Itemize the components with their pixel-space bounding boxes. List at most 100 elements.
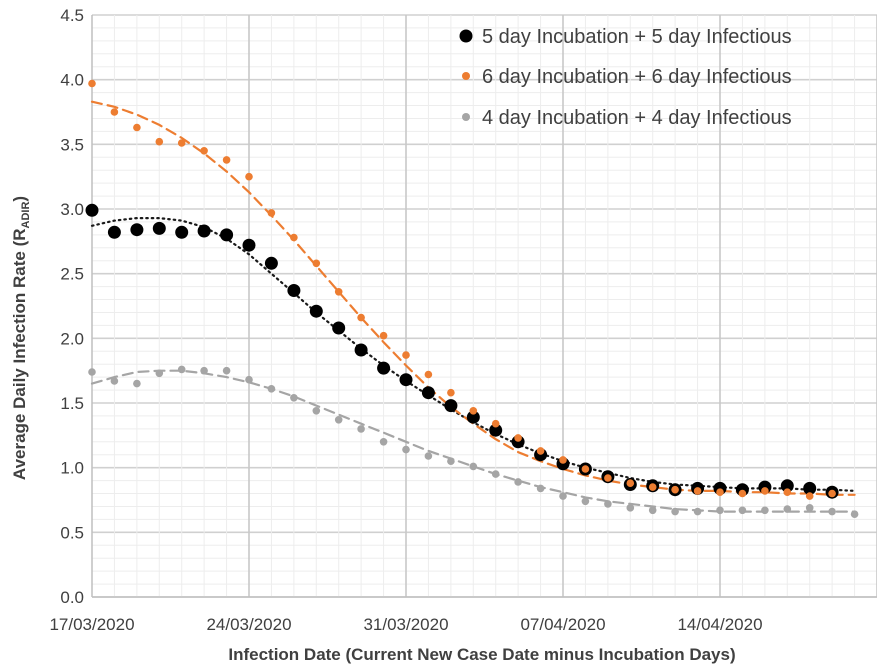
data-point bbox=[332, 321, 346, 335]
legend-marker bbox=[462, 113, 470, 121]
data-point bbox=[377, 361, 391, 375]
legend-marker bbox=[459, 29, 473, 43]
data-point bbox=[559, 492, 567, 500]
data-point bbox=[354, 343, 368, 357]
data-point bbox=[447, 457, 455, 466]
data-point bbox=[200, 147, 208, 155]
data-point bbox=[693, 487, 702, 495]
data-point bbox=[761, 487, 769, 495]
data-point bbox=[424, 370, 433, 379]
legend-label: 6 day Incubation + 6 day Infectious bbox=[482, 66, 792, 88]
data-point bbox=[581, 465, 590, 473]
data-point bbox=[379, 331, 388, 340]
data-point bbox=[130, 223, 144, 237]
legend-label: 4 day Incubation + 4 day Infectious bbox=[482, 107, 792, 129]
data-point bbox=[267, 209, 276, 217]
y-tick-label: 1.0 bbox=[60, 459, 84, 478]
data-point bbox=[334, 288, 343, 296]
data-point bbox=[626, 504, 635, 512]
y-tick-label: 2.5 bbox=[60, 265, 84, 284]
data-point bbox=[828, 489, 836, 498]
data-point bbox=[88, 79, 96, 88]
y-tick-label: 4.5 bbox=[60, 6, 84, 25]
data-point bbox=[761, 506, 769, 515]
data-point bbox=[536, 447, 545, 455]
data-point bbox=[312, 259, 321, 268]
legend: 5 day Incubation + 5 day Infectious 6 da… bbox=[459, 26, 792, 129]
data-point bbox=[604, 500, 612, 508]
data-point bbox=[805, 492, 814, 500]
data-point bbox=[155, 369, 164, 378]
data-point bbox=[469, 462, 478, 471]
data-point bbox=[309, 304, 323, 318]
data-point bbox=[693, 507, 702, 516]
data-point bbox=[780, 479, 794, 493]
data-point bbox=[424, 452, 433, 460]
data-point bbox=[85, 203, 99, 217]
legend-item: 6 day Incubation + 6 day Infectious bbox=[462, 66, 792, 88]
data-point bbox=[245, 172, 253, 181]
y-axis-title-main: Average Daily Infection Rate (R bbox=[10, 228, 29, 480]
data-point bbox=[152, 221, 166, 235]
y-tick-label: 3.0 bbox=[60, 200, 84, 219]
data-point bbox=[514, 478, 522, 486]
data-point bbox=[177, 139, 186, 147]
x-tick-label: 24/03/2020 bbox=[206, 615, 291, 634]
y-axis-title-subscript: ADIR bbox=[20, 202, 32, 229]
data-point bbox=[110, 108, 119, 116]
y-axis-ticks: 0.0 0.5 1.0 1.5 2.0 2.5 3.0 3.5 4.0 4.5 bbox=[60, 6, 84, 607]
data-point bbox=[626, 479, 635, 488]
x-tick-label: 14/04/2020 bbox=[677, 615, 762, 634]
data-point bbox=[466, 410, 480, 424]
data-point bbox=[491, 419, 500, 428]
data-point bbox=[133, 379, 141, 388]
data-point bbox=[267, 385, 276, 393]
y-tick-label: 3.5 bbox=[60, 135, 84, 154]
legend-marker bbox=[462, 72, 470, 80]
data-point bbox=[242, 238, 256, 252]
data-point bbox=[716, 506, 724, 515]
data-point bbox=[738, 506, 747, 515]
data-point bbox=[447, 388, 455, 397]
data-point bbox=[783, 488, 792, 497]
data-point bbox=[220, 228, 234, 242]
data-point bbox=[287, 284, 301, 297]
data-point bbox=[133, 123, 141, 132]
data-point bbox=[536, 484, 545, 493]
data-point bbox=[402, 351, 410, 359]
y-tick-label: 1.5 bbox=[60, 394, 84, 413]
data-point bbox=[290, 233, 298, 242]
data-points bbox=[85, 79, 859, 518]
legend-item: 4 day Incubation + 4 day Infectious bbox=[462, 107, 792, 129]
data-point bbox=[469, 407, 478, 415]
data-point bbox=[222, 366, 231, 375]
data-point bbox=[444, 399, 458, 413]
data-point bbox=[399, 373, 413, 387]
data-point bbox=[716, 488, 724, 497]
data-point bbox=[491, 470, 500, 478]
data-point bbox=[648, 506, 657, 515]
gridlines bbox=[91, 14, 877, 598]
data-point bbox=[783, 505, 792, 513]
data-point bbox=[222, 156, 231, 164]
data-point bbox=[402, 445, 410, 454]
data-point bbox=[155, 137, 164, 146]
data-point bbox=[88, 368, 96, 376]
data-point bbox=[334, 416, 343, 424]
data-point bbox=[312, 407, 321, 415]
data-point bbox=[379, 438, 388, 446]
legend-label: 5 day Incubation + 5 day Infectious bbox=[482, 26, 792, 48]
data-point bbox=[803, 481, 817, 495]
data-point bbox=[828, 507, 836, 516]
y-tick-label: 0.5 bbox=[60, 523, 84, 542]
y-axis-title-end: ) bbox=[10, 196, 29, 202]
data-point bbox=[175, 225, 189, 239]
data-point bbox=[197, 224, 211, 238]
y-axis-title: Average Daily Infection Rate (RADIR) bbox=[10, 196, 32, 480]
data-point bbox=[671, 485, 679, 494]
data-point bbox=[357, 313, 365, 322]
x-axis-ticks: 17/03/2020 24/03/2020 31/03/2020 07/04/2020… bbox=[49, 615, 762, 634]
data-point bbox=[107, 225, 121, 239]
data-point bbox=[200, 366, 208, 375]
